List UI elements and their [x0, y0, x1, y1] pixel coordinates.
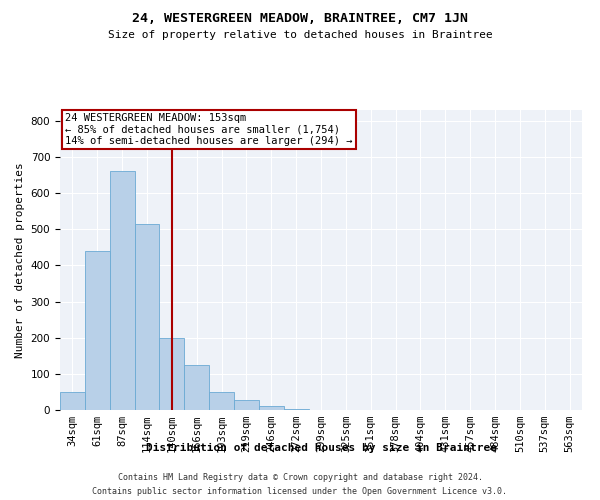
Text: 24, WESTERGREEN MEADOW, BRAINTREE, CM7 1JN: 24, WESTERGREEN MEADOW, BRAINTREE, CM7 1… [132, 12, 468, 26]
Bar [110, 172, 134, 410]
Bar [60, 392, 85, 410]
Text: Contains HM Land Registry data © Crown copyright and database right 2024.: Contains HM Land Registry data © Crown c… [118, 472, 482, 482]
Text: 24 WESTERGREEN MEADOW: 153sqm
← 85% of detached houses are smaller (1,754)
14% o: 24 WESTERGREEN MEADOW: 153sqm ← 85% of d… [65, 113, 353, 146]
Bar [259, 406, 284, 410]
Y-axis label: Number of detached properties: Number of detached properties [15, 162, 25, 358]
Text: Size of property relative to detached houses in Braintree: Size of property relative to detached ho… [107, 30, 493, 40]
Bar [209, 392, 234, 410]
Text: Contains public sector information licensed under the Open Government Licence v3: Contains public sector information licen… [92, 488, 508, 496]
Bar [134, 224, 160, 410]
Bar [184, 365, 209, 410]
Bar [160, 338, 184, 410]
Bar [234, 400, 259, 410]
Text: Distribution of detached houses by size in Braintree: Distribution of detached houses by size … [146, 442, 497, 452]
Bar [85, 251, 110, 410]
